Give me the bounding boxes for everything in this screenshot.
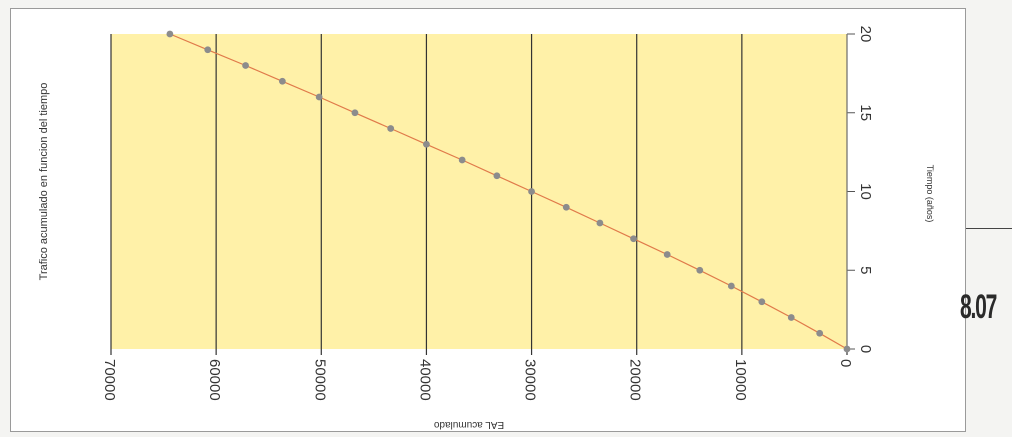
- y-tick-label: 0: [857, 345, 874, 353]
- x-tick-label: 30000: [522, 359, 539, 401]
- data-point-20: [166, 30, 174, 38]
- data-point-10: [528, 188, 535, 195]
- data-point-16: [315, 93, 323, 101]
- data-point-13: [423, 140, 430, 148]
- data-points: [166, 30, 851, 353]
- data-point-15: [351, 109, 359, 117]
- data-point-2: [787, 314, 795, 321]
- y-tick-label: 5: [857, 266, 874, 274]
- plot-area: [111, 34, 847, 349]
- data-point-8: [596, 219, 604, 227]
- x-tick-label: 10000: [732, 359, 749, 401]
- x-tick-label: 70000: [101, 359, 118, 401]
- chart-frame: 70000 60000 50000 40000 30000 20000 10000 0 0 5 10…: [10, 8, 966, 432]
- y-axis-label: Tiempo (años): [925, 165, 935, 223]
- x-axis-label: EAL acumulado: [433, 419, 504, 430]
- data-point-0: [843, 345, 851, 353]
- x-tick-label: 50000: [311, 359, 328, 401]
- data-point-11: [493, 172, 501, 180]
- data-point-9: [562, 203, 570, 211]
- data-point-7: [630, 235, 637, 243]
- chart: 70000 60000 50000 40000 30000 20000 10000 00 5 10…: [38, 26, 935, 430]
- data-point-17: [278, 77, 286, 85]
- x-tick-label: 0: [837, 359, 854, 367]
- data-point-4: [727, 282, 735, 290]
- data-point-5: [696, 266, 704, 274]
- tick-labels: 70000 60000 50000 40000 30000 20000 10000 00 5 10…: [101, 26, 874, 401]
- data-point-6: [663, 251, 671, 258]
- data-point-14: [387, 125, 395, 132]
- y-tick-label: 15: [857, 104, 874, 121]
- y-tick-label: 20: [857, 26, 874, 43]
- x-tick-label: 60000: [206, 359, 223, 401]
- x-tick-label: 20000: [627, 359, 644, 401]
- side-rule: [966, 228, 1012, 229]
- data-point-1: [816, 329, 824, 337]
- chart-title: Trafico acumulado en funcion del tiempo: [38, 83, 50, 281]
- y-tick-label: 10: [857, 183, 874, 200]
- data-point-12: [458, 156, 466, 164]
- x-tick-label: 40000: [416, 359, 433, 401]
- page-number: 8.07: [960, 288, 997, 326]
- data-point-3: [758, 298, 766, 306]
- data-point-19: [204, 46, 212, 54]
- data-point-18: [242, 62, 249, 69]
